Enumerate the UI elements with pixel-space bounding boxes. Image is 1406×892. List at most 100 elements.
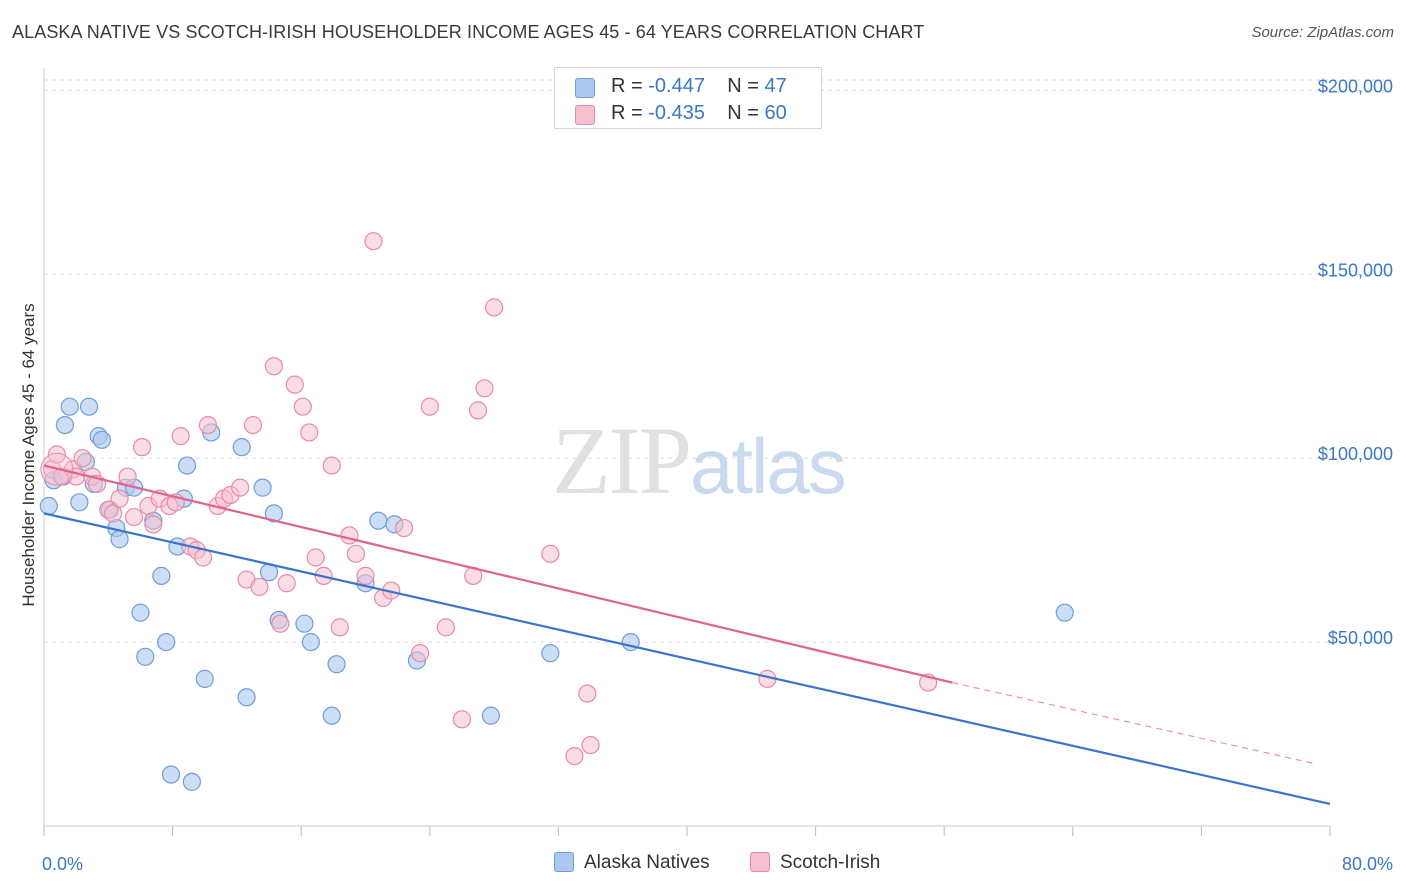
scotch-irish-point bbox=[364, 232, 383, 251]
alaska-natives-point bbox=[70, 493, 89, 512]
scotch-irish-point bbox=[578, 684, 597, 703]
bottom-legend-alaska-natives: Alaska Natives bbox=[554, 852, 710, 874]
alaska-natives-point bbox=[253, 478, 272, 497]
alaska-natives-point bbox=[60, 397, 79, 416]
alaska-natives-point bbox=[481, 706, 500, 725]
alaska-natives-point bbox=[541, 644, 560, 663]
trend-lines bbox=[43, 464, 1331, 806]
scotch-irish-point bbox=[73, 449, 92, 468]
gridlines bbox=[44, 79, 1395, 643]
legend-swatch-blue bbox=[575, 78, 595, 98]
bottom-legend-swatch-pink bbox=[750, 852, 770, 872]
scotch-irish-point bbox=[475, 379, 494, 398]
alaska-natives-point bbox=[182, 772, 201, 791]
alaska-natives-point bbox=[131, 603, 150, 622]
scotch-irish-point bbox=[171, 427, 190, 446]
bottom-legend-label: Alaska Natives bbox=[584, 852, 710, 873]
scotch-irish-point bbox=[436, 618, 455, 637]
alaska-natives-point bbox=[327, 655, 346, 674]
scotch-irish-point bbox=[285, 375, 304, 394]
legend-n-value: 60 bbox=[764, 102, 787, 124]
scotch-irish-point bbox=[250, 577, 269, 597]
scotch-irish-point bbox=[264, 357, 283, 376]
legend-text: R = -0.435 N = 60 bbox=[611, 102, 787, 125]
scotch-irish-point bbox=[47, 445, 66, 464]
legend-r-value: -0.435 bbox=[648, 102, 705, 124]
scotch-irish-point bbox=[356, 566, 375, 585]
scotch-irish-point bbox=[132, 438, 152, 457]
scotch-irish-point bbox=[231, 478, 250, 497]
watermark: ZIPatlas bbox=[552, 405, 847, 516]
axis-labels: $50,000 $100,000 $150,000 $200,000 0.0% 80.0%… bbox=[19, 76, 1393, 874]
scotch-irish-point bbox=[322, 456, 341, 475]
alaska-natives-point bbox=[110, 530, 129, 549]
scotch-irish-point bbox=[293, 397, 312, 416]
alaska-natives-point bbox=[177, 456, 197, 475]
scotch-irish-points bbox=[40, 232, 938, 766]
scotch-irish-point bbox=[277, 574, 296, 593]
y-tick-label: $50,000 bbox=[1328, 628, 1393, 648]
scotch-irish-point bbox=[306, 548, 325, 567]
alaska-natives-point bbox=[264, 504, 283, 523]
alaska-natives-point bbox=[152, 566, 171, 585]
watermark-zip: ZIP bbox=[552, 407, 692, 514]
scotch-irish-point bbox=[198, 415, 218, 435]
bottom-legend-scotch-irish: Scotch-Irish bbox=[750, 852, 880, 874]
x-tick-label-max: 80.0% bbox=[1342, 854, 1393, 874]
alaska-natives-point bbox=[301, 632, 320, 652]
alaska-natives-point bbox=[1055, 603, 1074, 622]
correlation-legend: R = -0.447 N = 47 R = -0.435 N = 60 bbox=[554, 67, 822, 129]
scotch-irish-point bbox=[330, 618, 349, 637]
scotch-irish-point bbox=[118, 467, 137, 486]
alaska-natives-point bbox=[55, 415, 74, 435]
legend-n-label: N = bbox=[727, 102, 759, 124]
alaska-natives-point bbox=[92, 430, 111, 449]
scotch-irish-point bbox=[110, 489, 129, 508]
scotch-irish-point bbox=[581, 735, 600, 755]
legend-swatch-pink bbox=[575, 105, 595, 125]
alaska-natives-point bbox=[232, 438, 251, 457]
alaska-natives-point bbox=[39, 496, 58, 516]
scotch-irish-point bbox=[144, 515, 163, 534]
scotch-irish-trend-line bbox=[43, 464, 953, 684]
scotch-irish-point bbox=[300, 423, 319, 442]
axes bbox=[43, 68, 1331, 836]
bottom-legend-label: Scotch-Irish bbox=[780, 852, 881, 873]
y-tick-label: $200,000 bbox=[1318, 76, 1393, 96]
legend-r-label: R = bbox=[611, 75, 643, 97]
alaska-natives-point bbox=[157, 632, 176, 652]
y-tick-label: $100,000 bbox=[1318, 444, 1393, 464]
scotch-irish-point bbox=[346, 544, 365, 563]
scotch-irish-point bbox=[452, 710, 472, 729]
watermark-atlas: atlas bbox=[690, 422, 847, 510]
alaska-natives-point bbox=[295, 614, 314, 633]
y-tick-label: $150,000 bbox=[1318, 260, 1393, 280]
scotch-irish-point bbox=[394, 518, 414, 538]
scotch-irish-point bbox=[411, 644, 430, 663]
alaska-natives-point bbox=[237, 688, 256, 707]
legend-n-label: N = bbox=[727, 75, 759, 97]
scotch-irish-trend-extension bbox=[952, 681, 1315, 765]
source-label: Source: ZipAtlas.com bbox=[1251, 24, 1394, 41]
alaska-natives-points bbox=[39, 397, 1074, 791]
scotch-irish-point bbox=[271, 614, 290, 633]
alaska-natives-point bbox=[136, 647, 155, 666]
chart-title: ALASKA NATIVE VS SCOTCH-IRISH HOUSEHOLDE… bbox=[12, 22, 925, 42]
alaska-natives-point bbox=[369, 511, 388, 530]
x-tick-label-min: 0.0% bbox=[42, 854, 83, 874]
scotch-irish-point bbox=[468, 401, 488, 420]
scotch-irish-point bbox=[243, 415, 263, 435]
scotch-irish-point bbox=[340, 526, 359, 545]
bottom-legend-swatch-blue bbox=[554, 852, 574, 872]
legend-r-value: -0.447 bbox=[648, 75, 705, 97]
scotch-irish-point bbox=[485, 298, 504, 317]
scotch-irish-point bbox=[541, 544, 560, 563]
alaska-natives-point bbox=[195, 669, 214, 688]
scotch-irish-point bbox=[124, 507, 144, 527]
legend-r-label: R = bbox=[611, 102, 643, 124]
scotch-irish-point bbox=[420, 397, 439, 416]
alaska-natives-point bbox=[79, 397, 99, 416]
alaska-natives-point bbox=[322, 706, 341, 725]
alaska-natives-point bbox=[161, 765, 181, 784]
